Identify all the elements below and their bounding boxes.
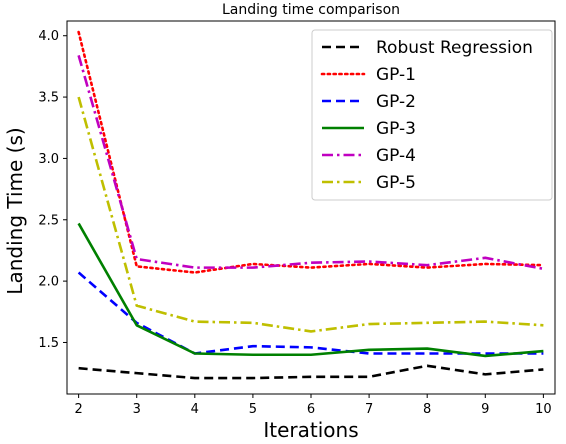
series-line-gp-5: [77, 96, 544, 333]
plot-area: 2 3 4 5 6 7 8 9 10 1.5 2.0 2.5 3.0 3.5 4.0: [38, 20, 556, 417]
x-tick-label: 10: [535, 402, 552, 417]
series-line-gp-2: [77, 271, 544, 355]
x-tick-label: 4: [191, 402, 199, 417]
legend-label: GP-5: [376, 173, 416, 193]
y-tick-label: 3.0: [38, 152, 59, 167]
y-tick-label: 4.0: [38, 29, 59, 44]
legend-box: [311, 29, 553, 201]
series-line-robust-regression: [78, 364, 544, 380]
y-tick-label: 2.0: [38, 275, 59, 290]
y-tick-label: 1.5: [38, 336, 59, 351]
y-axis-label: Landing Time (s): [3, 127, 27, 294]
y-tick-label: 2.5: [38, 213, 59, 228]
x-tick-label: 6: [307, 402, 315, 417]
x-axis-label: Iterations: [263, 418, 358, 440]
series-line-gp-1: [77, 30, 545, 274]
chart-title: Landing time comparison: [222, 2, 400, 18]
x-tick-label: 9: [481, 402, 489, 417]
series-line-gp-3: [77, 222, 544, 358]
x-tick-label: 3: [133, 402, 141, 417]
legend-label: GP-2: [376, 92, 416, 112]
x-tick-label: 8: [423, 402, 431, 417]
legend-label: Robust Regression: [376, 38, 533, 58]
x-tick-label: 5: [249, 402, 257, 417]
legend-label: GP-3: [376, 119, 416, 139]
x-tick-label: 2: [74, 402, 82, 417]
legend-label: GP-4: [376, 146, 416, 166]
x-tick-label: 7: [365, 402, 373, 417]
series-line-gp-4: [77, 55, 544, 271]
legend: Robust Regression GP-1 GP-2 GP-3 GP-4 GP-5: [311, 29, 553, 201]
legend-label: GP-1: [376, 65, 416, 85]
y-tick-label: 3.5: [38, 91, 59, 106]
